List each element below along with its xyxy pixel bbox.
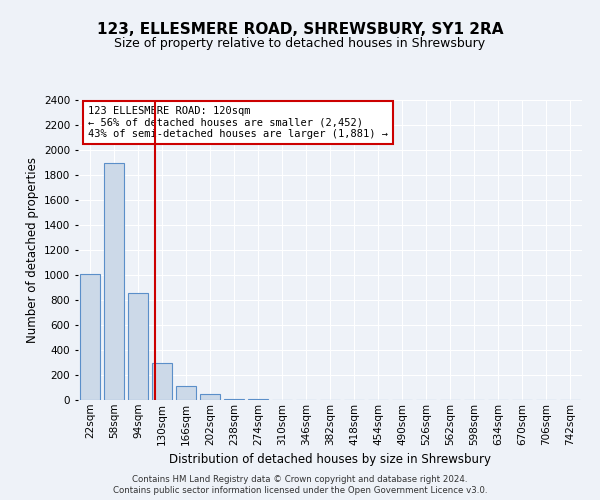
Y-axis label: Number of detached properties: Number of detached properties: [26, 157, 38, 343]
Bar: [200, 394, 220, 400]
Bar: [80, 274, 100, 400]
Text: Contains HM Land Registry data © Crown copyright and database right 2024.: Contains HM Land Registry data © Crown c…: [132, 475, 468, 484]
Bar: [128, 292, 148, 400]
Text: Size of property relative to detached houses in Shrewsbury: Size of property relative to detached ho…: [115, 38, 485, 51]
X-axis label: Distribution of detached houses by size in Shrewsbury: Distribution of detached houses by size …: [169, 453, 491, 466]
Bar: [224, 399, 244, 400]
Text: 123 ELLESMERE ROAD: 120sqm
← 56% of detached houses are smaller (2,452)
43% of s: 123 ELLESMERE ROAD: 120sqm ← 56% of deta…: [88, 106, 388, 139]
Text: Contains public sector information licensed under the Open Government Licence v3: Contains public sector information licen…: [113, 486, 487, 495]
Bar: [152, 362, 172, 400]
Bar: [176, 386, 196, 400]
Bar: [104, 162, 124, 400]
Text: 123, ELLESMERE ROAD, SHREWSBURY, SY1 2RA: 123, ELLESMERE ROAD, SHREWSBURY, SY1 2RA: [97, 22, 503, 38]
